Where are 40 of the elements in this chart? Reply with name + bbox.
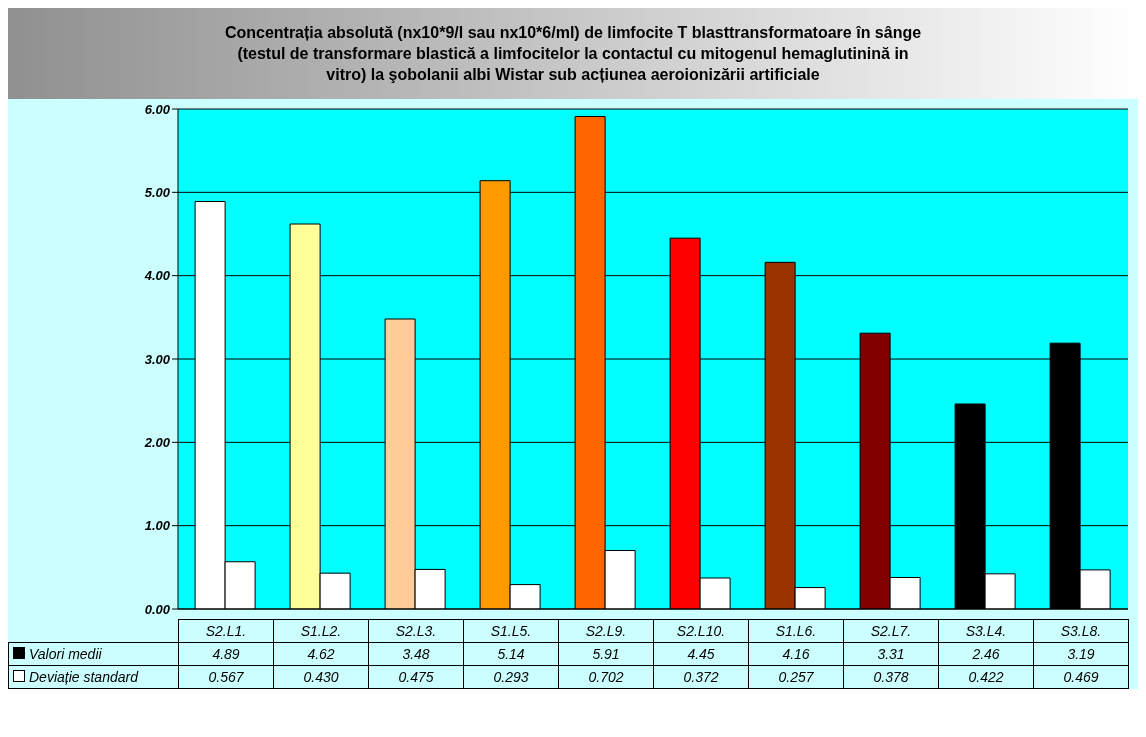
data-label: 0.567: [178, 665, 274, 689]
data-label: 0.372: [653, 665, 749, 689]
y-tick-label: 5.00: [144, 184, 171, 200]
data-label: 0.469: [1033, 665, 1129, 689]
x-tick-label: S1.L6.: [748, 619, 844, 643]
y-tick-label: 1.00: [144, 518, 171, 534]
data-label: 0.378: [843, 665, 939, 689]
data-label: 4.45: [653, 642, 749, 666]
x-tick-label: S3.L8.: [1033, 619, 1129, 643]
x-tick-label: S2.L1.: [178, 619, 274, 643]
x-tick-label: S1.L5.: [463, 619, 559, 643]
data-label: 0.702: [558, 665, 654, 689]
data-label: 0.422: [938, 665, 1034, 689]
y-tick-label: 3.00: [144, 351, 171, 367]
x-tick-label: S2.L9.: [558, 619, 654, 643]
data-label: 0.293: [463, 665, 559, 689]
x-tick-label: S3.L4.: [938, 619, 1034, 643]
data-label: 0.430: [273, 665, 369, 689]
x-tick-label: S2.L10.: [653, 619, 749, 643]
data-label: 5.91: [558, 642, 654, 666]
x-tick-label: S1.L2.: [273, 619, 369, 643]
y-tick-label: 4.00: [143, 268, 171, 284]
legend-label: Valori medii: [8, 642, 179, 666]
data-label: 0.257: [748, 665, 844, 689]
y-tick-label: 6.00: [144, 101, 171, 117]
data-label: 3.19: [1033, 642, 1129, 666]
data-label: 3.31: [843, 642, 939, 666]
data-label: 4.16: [748, 642, 844, 666]
data-label: 0.475: [368, 665, 464, 689]
chart-title: Concentrația absolută (nx10*9/l sau nx10*6/ml) de limfocite T blasttransformatoare în sânge (testul de transformare blastică a limfocitelor la contactul cu mitogenul hemaglutinină in vitro) la şobolanii albi Wistar sub acțiunea aeroionizării artificiale: [8, 8, 1138, 99]
legend-label: Deviație standard: [8, 665, 179, 689]
x-tick-label: S2.L3.: [368, 619, 464, 643]
y-tick-label: 2.00: [143, 434, 171, 450]
x-tick-label: S2.L7.: [843, 619, 939, 643]
data-label: 4.62: [273, 642, 369, 666]
data-label: 3.48: [368, 642, 464, 666]
data-label: 5.14: [463, 642, 559, 666]
data-label: 4.89: [178, 642, 274, 666]
data-label: 2.46: [938, 642, 1034, 666]
y-tick-label: 0.00: [144, 601, 171, 617]
